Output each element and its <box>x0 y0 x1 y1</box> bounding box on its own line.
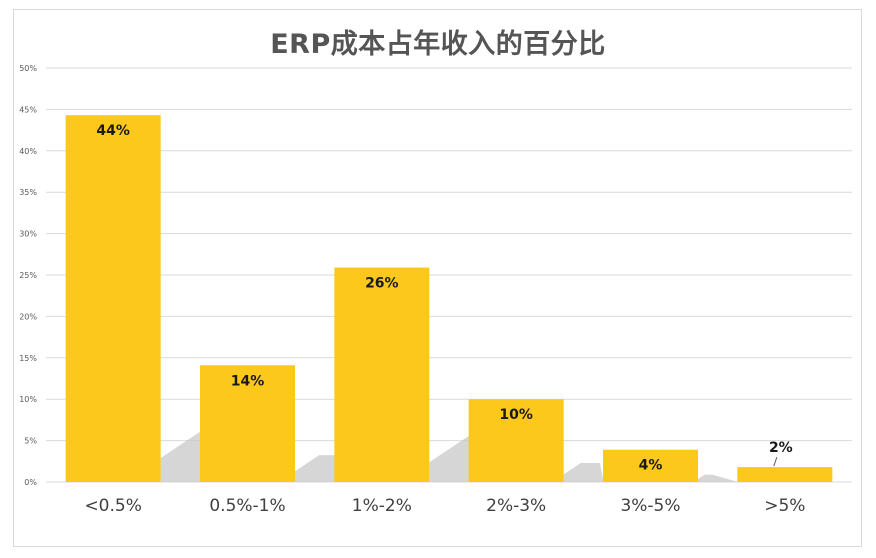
y-tick-label: 5% <box>24 437 37 446</box>
y-tick-label: 20% <box>19 312 37 321</box>
bar-shadow <box>698 474 738 482</box>
y-tick-label: 0% <box>24 478 37 487</box>
bar <box>737 467 833 482</box>
bar-shadow <box>563 462 604 482</box>
y-tick-label: 50% <box>19 64 37 73</box>
value-labels: 44% 14% 26% 10% 4% 2% <box>96 123 792 474</box>
bar <box>334 267 430 482</box>
bar <box>200 365 295 482</box>
y-tick-label: 35% <box>19 188 37 197</box>
x-axis-ticks: <0.5% 0.5%-1% 1%-2% 2%-3% 3%-5% >5% <box>84 496 805 516</box>
x-tick-label: 0.5%-1% <box>209 496 285 516</box>
bar-shadow <box>295 455 347 482</box>
value-label: 14% <box>231 373 265 389</box>
y-tick-label: 45% <box>19 105 37 114</box>
y-tick-label: 25% <box>19 271 37 280</box>
bar <box>468 399 564 482</box>
bar <box>65 115 161 483</box>
bars <box>65 115 833 483</box>
chart-title: ERP成本占年收入的百分比 <box>270 29 606 60</box>
bar <box>603 449 698 482</box>
value-label: 2% <box>769 440 793 456</box>
y-axis-ticks: 0% 5% 10% 15% 20% 25% 30% 35% 40% 45% 50% <box>19 64 37 487</box>
y-tick-label: 30% <box>19 230 37 239</box>
x-tick-label: 1%-2% <box>352 496 412 516</box>
value-label-leader <box>773 456 778 467</box>
value-label: 4% <box>639 458 663 474</box>
y-tick-label: 10% <box>19 395 37 404</box>
x-tick-label: >5% <box>764 496 805 516</box>
y-tick-label: 40% <box>19 147 37 156</box>
y-tick-label: 15% <box>19 354 37 363</box>
value-label: 26% <box>365 276 399 292</box>
x-tick-label: 2%-3% <box>486 496 546 516</box>
x-tick-label: 3%-5% <box>620 496 680 516</box>
value-label: 44% <box>96 123 130 139</box>
x-tick-label: <0.5% <box>84 496 141 516</box>
value-label: 10% <box>499 407 533 423</box>
gridlines <box>46 67 852 483</box>
